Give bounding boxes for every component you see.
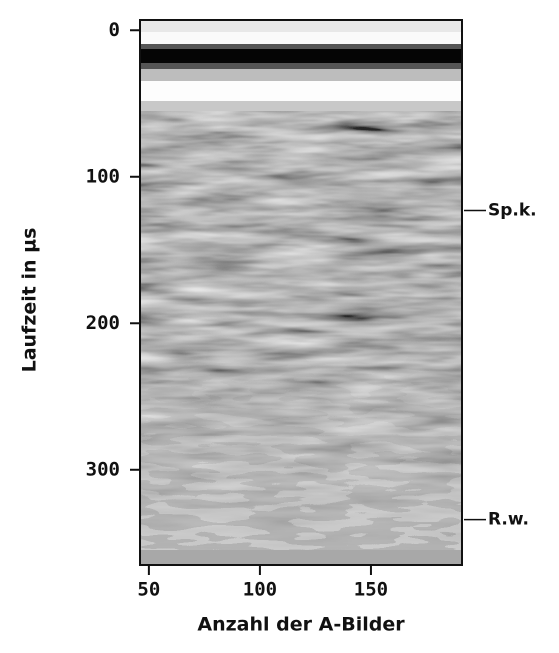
y-tick-label: 300 bbox=[86, 458, 120, 480]
annotation-label: R.w. bbox=[488, 510, 529, 530]
annotation-label: Sp.k. bbox=[488, 200, 537, 220]
x-axis-label: Anzahl der A-Bilder bbox=[197, 614, 405, 636]
scan-image bbox=[140, 20, 462, 565]
x-tick-label: 100 bbox=[243, 579, 277, 601]
x-tick-label: 150 bbox=[354, 579, 388, 601]
y-tick-label: 0 bbox=[109, 19, 120, 41]
x-tick-label: 50 bbox=[137, 579, 160, 601]
plot-frame bbox=[139, 19, 463, 566]
y-tick-label: 200 bbox=[86, 312, 120, 334]
y-tick-label: 100 bbox=[86, 165, 120, 187]
y-axis-label: Laufzeit in µs bbox=[19, 228, 41, 373]
